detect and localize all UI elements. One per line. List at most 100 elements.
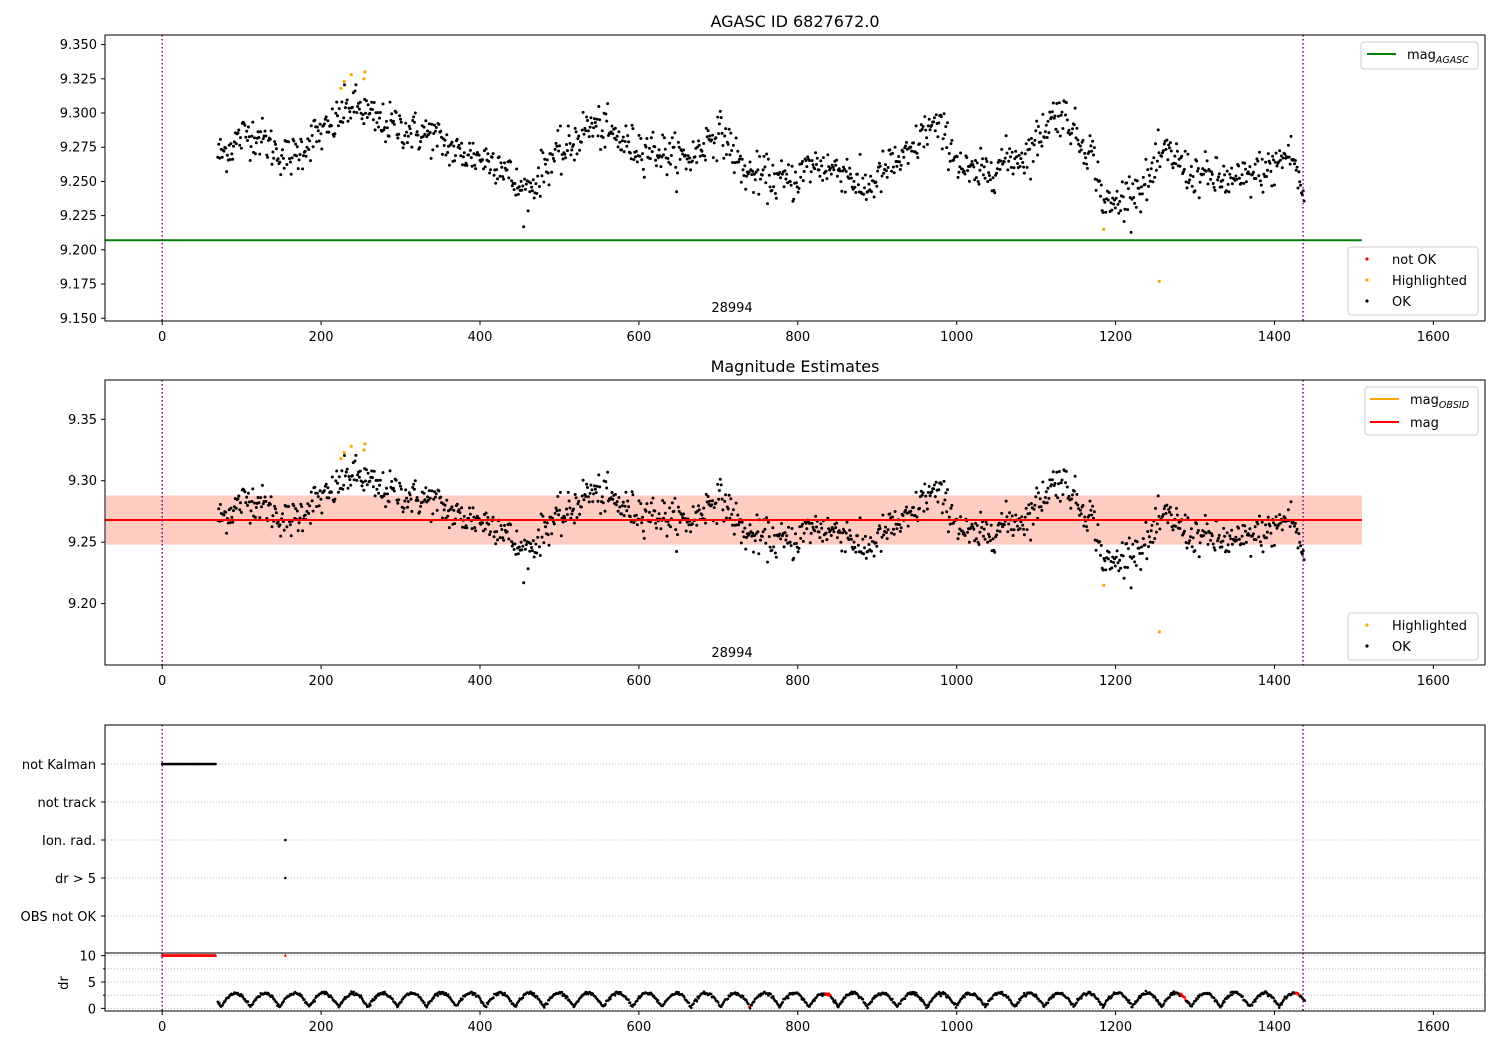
ok-point	[974, 537, 978, 541]
ok-point	[826, 153, 830, 157]
ok-point	[901, 514, 905, 517]
ok-point	[264, 499, 268, 503]
ok-point	[1272, 158, 1275, 162]
ok-point	[946, 530, 950, 534]
ok-point	[1040, 508, 1044, 512]
ok-point	[1081, 503, 1085, 507]
ok-point	[1079, 148, 1083, 152]
ok-point	[1297, 170, 1301, 174]
dr-point	[1127, 999, 1131, 1002]
ok-point	[1119, 209, 1123, 213]
ok-point	[672, 145, 676, 149]
ok-point	[606, 470, 610, 474]
ok-point	[616, 509, 620, 513]
ok-point	[1209, 538, 1213, 542]
ok-point	[698, 154, 702, 158]
ok-point	[653, 145, 657, 149]
ok-point	[595, 117, 599, 121]
ok-point	[472, 515, 476, 519]
ok-point	[925, 136, 929, 140]
ok-point	[515, 167, 519, 171]
ok-point	[867, 543, 871, 546]
ok-point	[611, 497, 615, 501]
ok-point	[627, 505, 631, 509]
ok-point	[318, 122, 322, 126]
ok-point	[655, 526, 658, 530]
ok-point	[282, 528, 286, 532]
ok-point	[1057, 101, 1061, 105]
ok-point	[465, 163, 469, 167]
ok-point	[1103, 559, 1107, 563]
ok-point	[1175, 506, 1178, 510]
dr-point	[726, 997, 730, 1001]
dr-point	[808, 1005, 811, 1008]
ok-point	[904, 144, 908, 148]
ok-point	[1014, 149, 1018, 153]
ok-point	[1247, 172, 1251, 176]
ok-point	[1122, 576, 1126, 580]
ok-point	[473, 163, 477, 167]
ok-point	[1237, 176, 1241, 180]
dr-point	[870, 1000, 873, 1003]
ok-point	[1220, 185, 1224, 189]
dr-point	[759, 994, 762, 998]
ok-point	[1109, 201, 1113, 205]
highlighted-point	[1157, 279, 1161, 283]
ok-point	[631, 493, 635, 497]
ok-point	[415, 496, 419, 499]
ok-point	[711, 156, 715, 160]
ok-point	[1226, 543, 1230, 547]
ok-point	[392, 122, 396, 126]
ok-point	[774, 555, 778, 559]
ok-point	[672, 509, 676, 513]
ok-point	[630, 123, 634, 127]
ok-point	[1189, 173, 1192, 177]
ok-point	[239, 510, 243, 514]
ok-point	[977, 543, 981, 546]
ok-point	[1011, 534, 1015, 537]
ok-point	[435, 508, 439, 512]
ok-point	[615, 134, 619, 138]
ok-point	[1221, 539, 1225, 543]
ok-point	[920, 493, 924, 497]
ok-point	[677, 510, 681, 513]
ok-point	[1047, 131, 1051, 135]
ok-point	[1146, 168, 1150, 172]
ok-point	[406, 134, 410, 138]
ok-point	[574, 130, 578, 134]
ok-point	[738, 154, 742, 158]
ok-point	[998, 530, 1002, 533]
ok-point	[1083, 515, 1087, 519]
ok-point	[673, 496, 677, 500]
ok-point	[1044, 123, 1048, 127]
ok-point	[970, 160, 974, 163]
ok-point	[1058, 134, 1062, 138]
ok-point	[516, 552, 520, 556]
ok-point	[1184, 180, 1188, 184]
ok-point	[909, 509, 913, 513]
dr-point	[391, 997, 394, 1001]
ok-point	[536, 535, 540, 539]
dr-point	[1303, 999, 1306, 1002]
ok-point	[392, 486, 395, 490]
dr-point	[1241, 995, 1244, 998]
dr-point	[383, 990, 387, 994]
ok-point	[431, 512, 435, 516]
ok-point	[555, 509, 559, 513]
ok-point	[392, 119, 395, 123]
ok-point	[1045, 501, 1049, 505]
ok-point	[927, 484, 931, 488]
ok-point	[1279, 158, 1282, 162]
ok-point	[1279, 154, 1283, 158]
ok-point	[450, 505, 454, 509]
ok-point	[1288, 525, 1292, 529]
dr-point	[227, 996, 231, 999]
ok-point	[1065, 118, 1069, 122]
ok-point	[494, 542, 498, 546]
ok-point	[764, 181, 768, 185]
ok-point	[522, 225, 526, 229]
ok-point	[552, 522, 556, 526]
ok-point	[423, 132, 427, 136]
ok-point	[239, 146, 243, 150]
